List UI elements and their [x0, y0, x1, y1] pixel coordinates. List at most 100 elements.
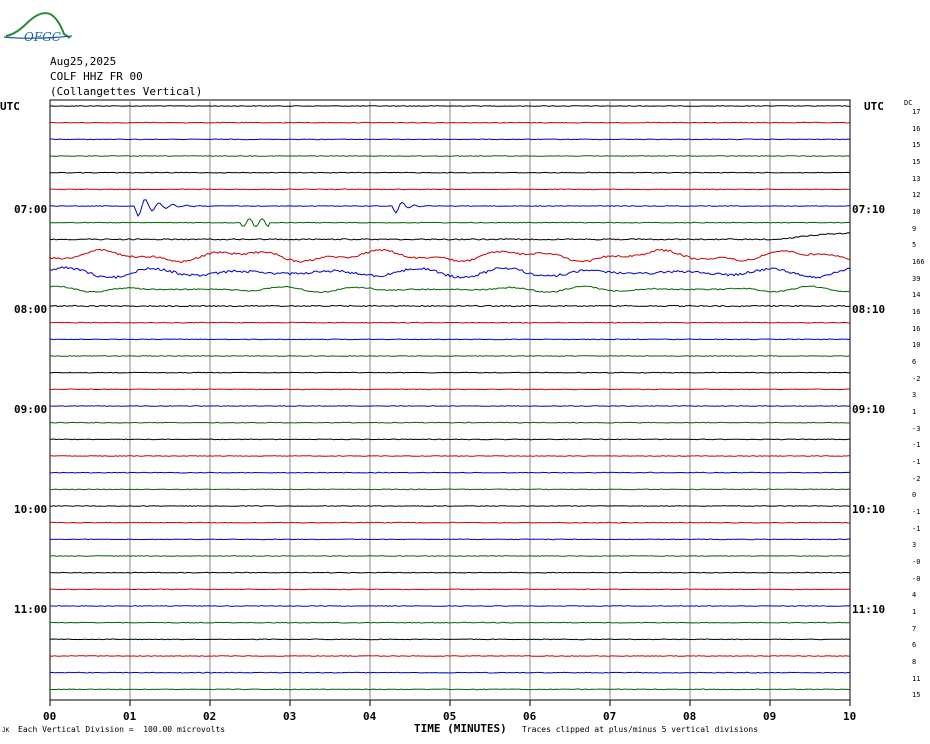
trace-line [49, 155, 851, 157]
dc-offset-label: -0 [912, 574, 921, 583]
dc-header: DC [904, 99, 913, 107]
trace-line [50, 188, 851, 191]
dc-offset-label: 13 [912, 174, 921, 183]
dc-offset-label: 17 [912, 108, 921, 116]
dc-offset-label: -1 [912, 441, 921, 450]
trace-line [49, 671, 851, 674]
dc-offset-label: 8 [912, 658, 917, 666]
trace-line [49, 471, 851, 474]
trace-line [49, 621, 851, 624]
dc-offset-label: -2 [912, 374, 921, 383]
header-station: COLF HHZ FR 00 [50, 70, 143, 83]
trace-line [49, 438, 851, 441]
trace-line [49, 338, 851, 341]
left-time-label: 09:00 [14, 403, 48, 416]
dc-offset-label: 15 [912, 158, 921, 166]
trace-line [49, 199, 850, 217]
dc-offset-label: 3 [912, 391, 917, 400]
utc-right-label: UTC [864, 100, 884, 113]
dc-offset-label: 3 [912, 541, 917, 550]
trace-line [50, 138, 851, 141]
trace-line [49, 355, 851, 357]
dc-offset-label: -3 [912, 424, 921, 433]
left-time-label: 08:00 [14, 303, 48, 316]
logo-text: OFGC [24, 30, 61, 44]
right-time-label: 09:10 [852, 403, 886, 416]
dc-offset-label: -1 [912, 458, 921, 466]
dc-offset-label: 4 [912, 591, 917, 600]
dc-offset-label: 15 [912, 141, 921, 150]
dc-offset-label: 14 [912, 291, 921, 300]
header-location: (Collangettes Vertical) [50, 85, 203, 98]
ofgc-logo: OFGC [3, 12, 73, 44]
footer-prefix: JK [2, 727, 10, 734]
dc-offset-label: 6 [912, 641, 917, 650]
x-tick-label: 07 [603, 710, 617, 723]
trace-line [49, 488, 851, 491]
x-tick-label: 10 [843, 710, 857, 723]
dc-offset-label: 39 [912, 274, 921, 283]
dc-offset-label: 10 [912, 208, 921, 216]
dc-offset-label: 9 [912, 224, 917, 233]
trace-line [50, 455, 850, 457]
utc-left-label: UTC [0, 100, 20, 113]
dc-offset-label: 16 [912, 324, 921, 333]
trace-line [49, 218, 851, 228]
right-time-label: 11:10 [852, 603, 886, 616]
trace-line [49, 571, 851, 574]
trace-line [49, 371, 851, 374]
dc-offset-label: -1 [912, 508, 921, 516]
x-tick-label: 06 [523, 710, 537, 723]
trace-line [49, 421, 851, 424]
x-tick-label: 00 [43, 710, 57, 723]
dc-offset-label: 5 [912, 241, 917, 250]
trace-line [49, 321, 851, 324]
trace-line [50, 505, 851, 507]
dc-offset-label: 16 [912, 124, 921, 133]
trace-line [49, 304, 851, 308]
header-date: Aug25,2025 [50, 55, 117, 68]
dc-offset-label: 0 [912, 491, 917, 500]
trace-line [49, 655, 850, 657]
trace-line [49, 555, 851, 557]
dc-offset-label: 1 [912, 608, 917, 616]
right-time-label: 07:10 [852, 203, 886, 216]
left-time-label: 07:00 [14, 203, 48, 216]
x-tick-label: 02 [203, 710, 217, 723]
dc-offset-label: 1 [912, 408, 917, 416]
trace-line [49, 638, 850, 641]
footer-scale: Each Vertical Division = 100.00 microvol… [18, 725, 226, 734]
dc-offset-label: -1 [912, 524, 921, 533]
dc-offset-label: 15 [912, 691, 921, 700]
trace-line [49, 388, 851, 391]
x-tick-label: 09 [763, 710, 777, 723]
dc-offset-label: -2 [912, 474, 921, 483]
trace-line [49, 405, 851, 407]
x-ticks [49, 700, 851, 706]
left-time-label: 10:00 [14, 503, 48, 516]
dc-offset-label: 10 [912, 341, 921, 350]
traces [49, 105, 851, 691]
trace-line [50, 521, 851, 524]
dc-offset-label: 7 [912, 624, 917, 633]
trace-line [49, 605, 851, 607]
trace-line [49, 232, 851, 241]
dc-offset-label: 12 [912, 191, 921, 200]
trace-line [49, 248, 851, 264]
dc-offset-label: 166 [912, 258, 925, 266]
dc-offset-label: 6 [912, 358, 917, 366]
trace-line [49, 285, 851, 294]
trace-line [49, 105, 851, 107]
trace-line [49, 171, 851, 174]
x-tick-label: 01 [123, 710, 137, 723]
dc-offset-label: 11 [912, 674, 921, 683]
dc-offset-label: 16 [912, 308, 921, 316]
trace-line [49, 688, 851, 691]
x-tick-label: 03 [283, 710, 297, 723]
trace-line [49, 588, 851, 591]
x-tick-label: 04 [363, 710, 377, 723]
right-time-label: 10:10 [852, 503, 886, 516]
left-time-label: 11:00 [14, 603, 48, 616]
footer-clip: Traces clipped at plus/minus 5 vertical … [522, 725, 759, 734]
